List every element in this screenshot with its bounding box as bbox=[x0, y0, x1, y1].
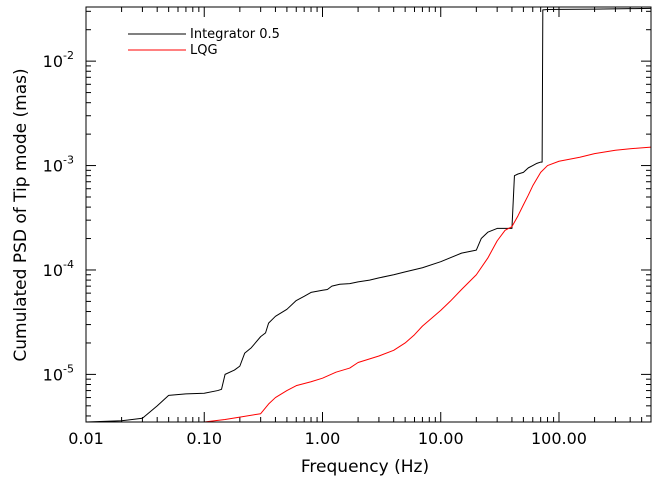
x-tick-label: 10.00 bbox=[418, 429, 464, 448]
y-tick-label: 10-5 bbox=[43, 362, 74, 384]
series-line-integrator bbox=[85, 7, 652, 423]
y-tick-label: 10-4 bbox=[43, 258, 74, 280]
plot-frame bbox=[85, 6, 652, 423]
labels-layer: 0.01 0.10 1.00 10.00 100.00 10-5 10-4 10-3 10-2 bbox=[43, 49, 587, 448]
x-tick-label: 0.10 bbox=[186, 429, 222, 448]
y-tick-label: 10-2 bbox=[43, 49, 74, 71]
legend-label-integrator: Integrator 0.5 bbox=[190, 27, 280, 42]
y-axis-title: Cumulated PSD of Tip mode (mas) bbox=[11, 68, 31, 361]
x-tick-label: 1.00 bbox=[305, 429, 341, 448]
legend-label-lqg: LQG bbox=[190, 43, 218, 58]
x-tick-label: 100.00 bbox=[531, 429, 587, 448]
x-axis-title: Frequency (Hz) bbox=[301, 457, 429, 477]
x-tick-label: 0.01 bbox=[68, 429, 104, 448]
legend: Integrator 0.5 LQG bbox=[128, 27, 280, 58]
series-line-lqg bbox=[86, 146, 652, 423]
ticks-layer bbox=[85, 7, 652, 422]
y-tick-label: 10-3 bbox=[43, 154, 74, 176]
series-layer bbox=[85, 7, 652, 423]
